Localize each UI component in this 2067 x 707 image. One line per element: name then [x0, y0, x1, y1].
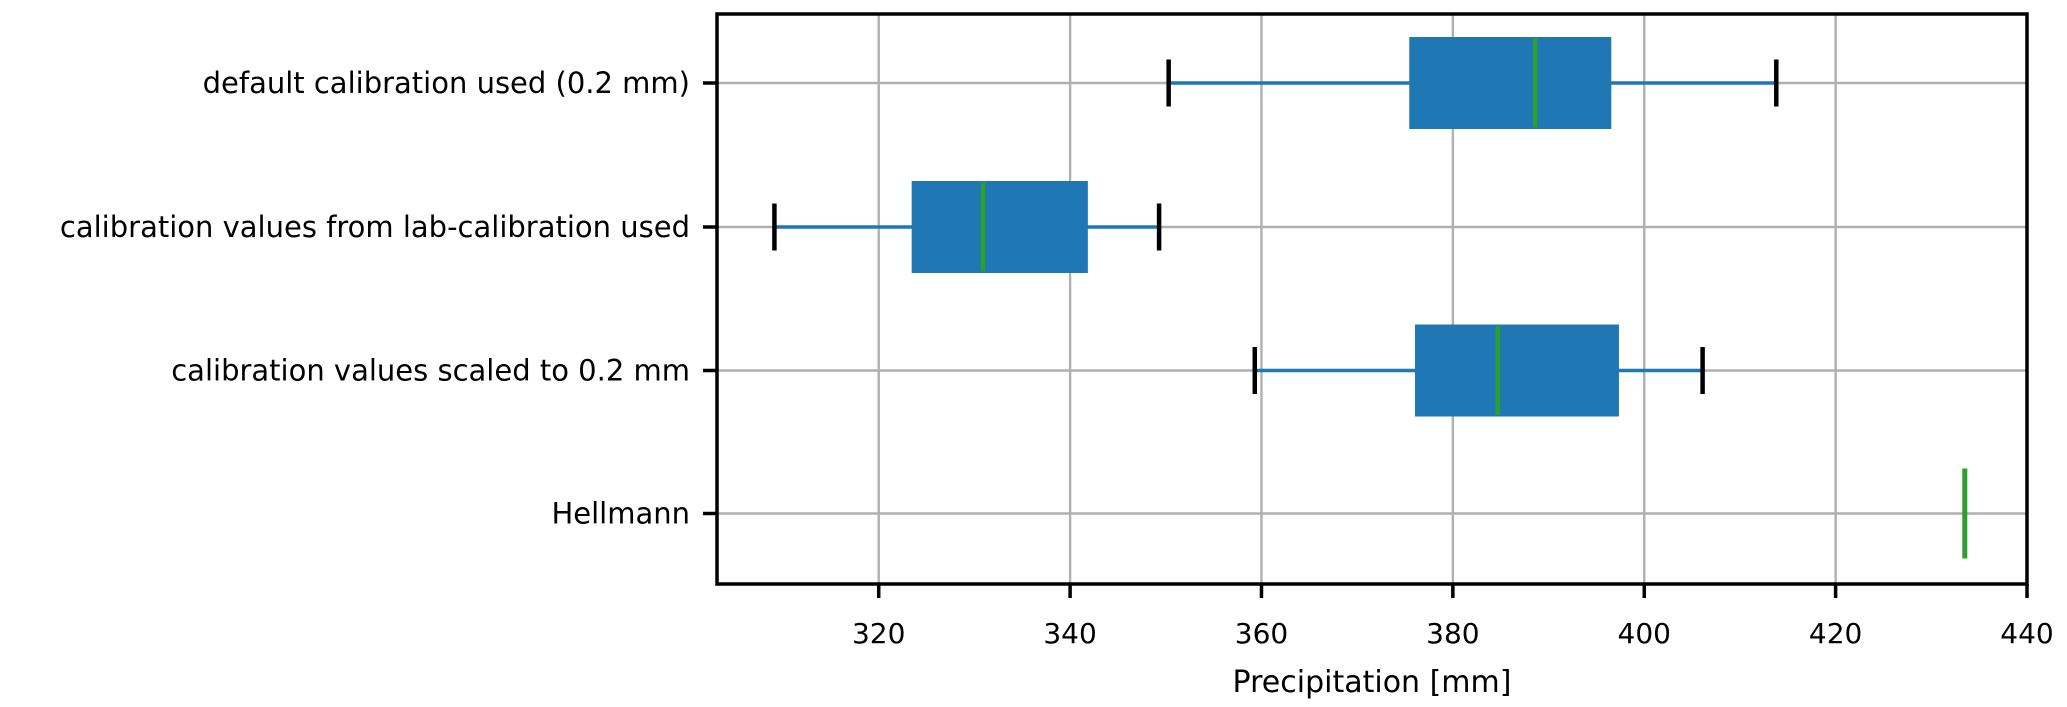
- y-tick-label-default-calibration-used-0-2-mm: default calibration used (0.2 mm): [203, 66, 690, 100]
- x-tick-label-320: 320: [852, 617, 905, 650]
- y-tick-label-calibration-values-from-lab-calibration-used: calibration values from lab-calibration …: [60, 210, 690, 244]
- box-group-calibration-values-scaled-to-0-2-mm: [1252, 324, 1705, 417]
- x-tick-label-380: 380: [1426, 617, 1479, 650]
- x-tick-label-400: 400: [1618, 617, 1671, 650]
- plot-background: [717, 14, 2027, 584]
- box-rect-calibration-values-from-lab-calibration-used: [911, 181, 1088, 273]
- x-axis-title: Precipitation [mm]: [1233, 665, 1512, 700]
- box-rect-default-calibration-used-0-2-mm: [1409, 37, 1612, 129]
- x-tick-label-440: 440: [2000, 617, 2053, 650]
- y-tick-label-hellmann: Hellmann: [551, 497, 690, 531]
- box-group-calibration-values-from-lab-calibration-used: [772, 181, 1162, 273]
- y-tick-label-calibration-values-scaled-to-0-2-mm: calibration values scaled to 0.2 mm: [171, 354, 690, 388]
- plot-border: [715, 12, 2029, 586]
- box-group-default-calibration-used-0-2-mm: [1166, 37, 1779, 129]
- box-rect-calibration-values-scaled-to-0-2-mm: [1414, 324, 1619, 417]
- x-tick-label-360: 360: [1235, 617, 1288, 650]
- x-tick-label-420: 420: [1809, 617, 1862, 650]
- x-tick-label-340: 340: [1043, 617, 1096, 650]
